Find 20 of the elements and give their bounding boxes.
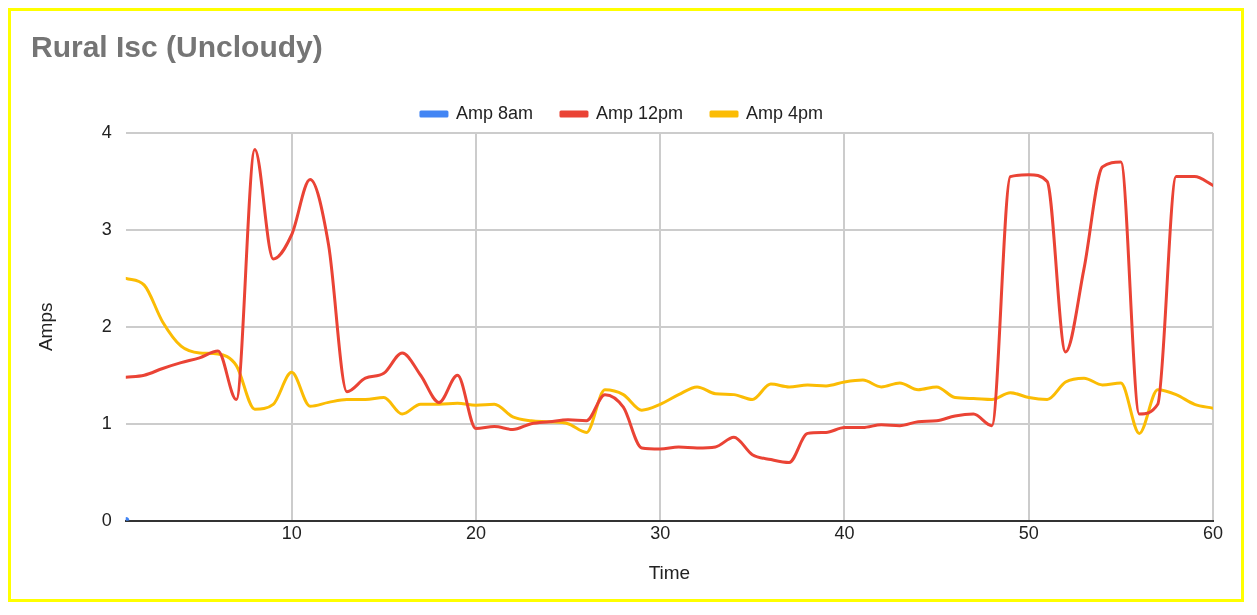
legend-label: Amp 12pm xyxy=(595,102,684,123)
x-tick-label: 30 xyxy=(650,523,671,544)
line-series xyxy=(125,276,1213,435)
y-tick-label: 1 xyxy=(101,412,112,433)
y-tick-label: 0 xyxy=(101,509,112,530)
x-tick-label: 20 xyxy=(465,523,486,544)
frame: Time Amps Amp 8am Amp 12pm Amp 4pm Rural Isc (Uncloudy) 10 20 30 40 50 60 0 1 2 3 4 xyxy=(8,8,1244,602)
y-tick-label: 2 xyxy=(101,315,112,336)
x-tick-label: 10 xyxy=(281,523,302,544)
x-tick-label: 60 xyxy=(1202,523,1224,544)
y-tick-label: 4 xyxy=(101,121,112,142)
legend-label: Amp 4pm xyxy=(746,102,824,123)
y-axis-title: Amps xyxy=(34,302,56,352)
line-series xyxy=(125,147,1213,464)
x-tick-label: 50 xyxy=(1018,523,1039,544)
legend-label: Amp 8am xyxy=(455,102,533,123)
x-axis-title: Time xyxy=(648,561,691,583)
y-tick-label: 3 xyxy=(101,218,112,239)
x-tick-label: 40 xyxy=(834,523,855,544)
chart-title: Rural Isc (Uncloudy) xyxy=(31,30,323,64)
